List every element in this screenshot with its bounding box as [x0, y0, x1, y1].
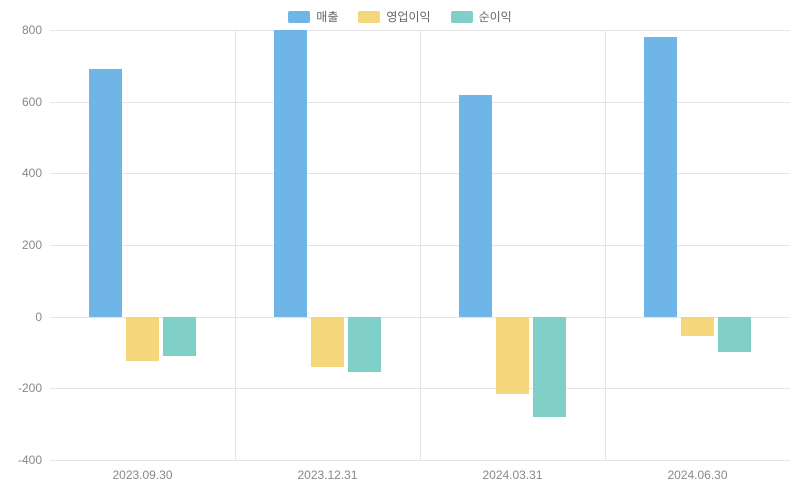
bar	[348, 317, 381, 373]
y-axis-label: 0	[35, 310, 42, 324]
category-divider	[420, 30, 421, 460]
legend-swatch	[451, 11, 473, 23]
legend-swatch	[288, 11, 310, 23]
x-axis-labels: 2023.09.30 2023.12.31 2024.03.31 2024.06.30	[50, 460, 790, 490]
x-axis-label: 2023.09.30	[112, 468, 172, 482]
legend-item-operating-profit: 영업이익	[358, 8, 430, 25]
y-axis-label: -200	[18, 381, 42, 395]
y-axis-label: 200	[22, 238, 42, 252]
y-axis-label: 600	[22, 95, 42, 109]
bar	[718, 317, 751, 353]
legend-item-net-profit: 순이익	[451, 8, 512, 25]
y-axis-label: 400	[22, 166, 42, 180]
bar	[311, 317, 344, 367]
legend-label: 순이익	[479, 8, 512, 25]
bar	[533, 317, 566, 417]
x-axis-label: 2024.06.30	[667, 468, 727, 482]
bar	[644, 37, 677, 317]
chart-container: 매출 영업이익 순이익 -400-2000200400600800 2023.0…	[0, 0, 800, 500]
bar	[163, 317, 196, 356]
category-divider	[605, 30, 606, 460]
legend-item-revenue: 매출	[288, 8, 338, 25]
x-axis-label: 2023.12.31	[297, 468, 357, 482]
x-axis-label: 2024.03.31	[482, 468, 542, 482]
y-axis-label: 800	[22, 23, 42, 37]
legend-label: 영업이익	[386, 8, 430, 25]
legend: 매출 영업이익 순이익	[0, 8, 800, 25]
bar	[89, 69, 122, 316]
plot-area: -400-2000200400600800	[50, 30, 790, 460]
bar	[681, 317, 714, 337]
legend-label: 매출	[316, 8, 338, 25]
category-divider	[235, 30, 236, 460]
bar	[274, 30, 307, 317]
bar	[126, 317, 159, 362]
bar	[496, 317, 529, 394]
legend-swatch	[358, 11, 380, 23]
bar	[459, 95, 492, 317]
y-axis-label: -400	[18, 453, 42, 467]
